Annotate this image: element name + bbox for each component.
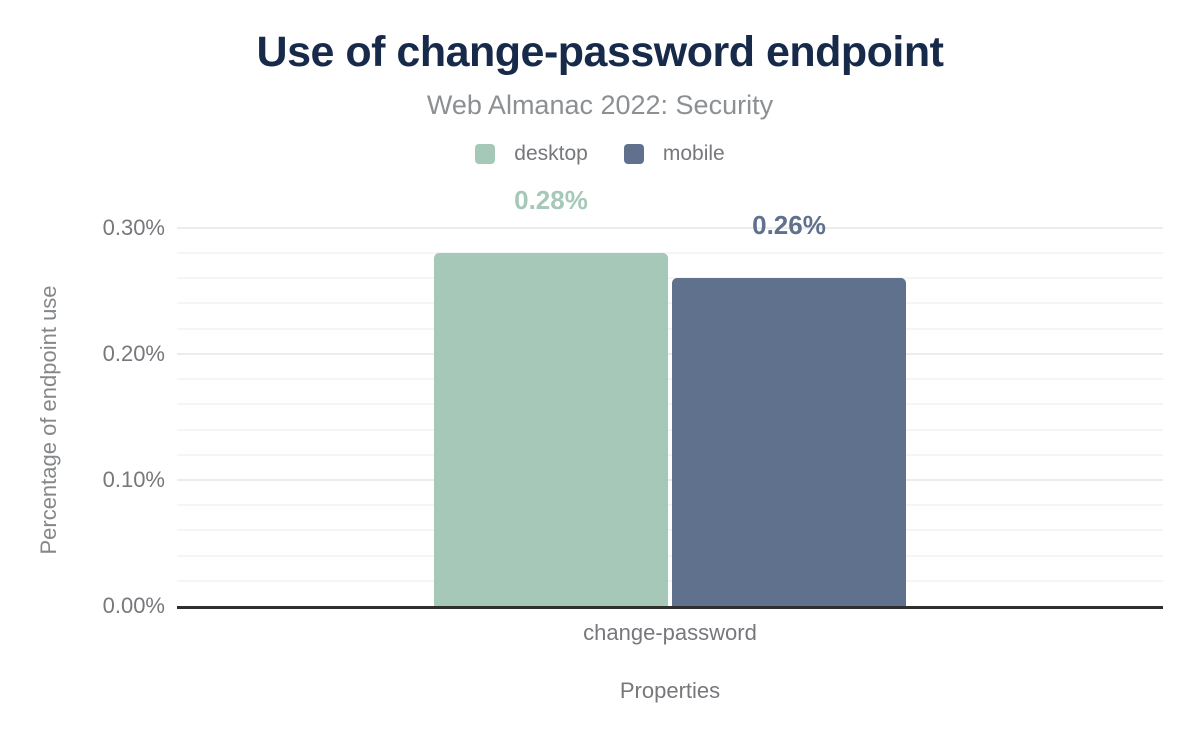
chart-title: Use of change-password endpoint xyxy=(256,28,944,76)
mobile-series-swatch-icon xyxy=(623,144,644,164)
bar-mobile[interactable] xyxy=(672,278,906,606)
minor-gridline xyxy=(177,529,1163,532)
legend-item-mobile[interactable]: mobile xyxy=(623,142,725,166)
major-gridline xyxy=(177,226,1163,229)
minor-gridline xyxy=(177,327,1163,330)
x-axis-title: Properties xyxy=(619,678,721,703)
y-axis-title: Percentage of endpoint use xyxy=(36,285,61,555)
legend: desktop mobile xyxy=(0,142,1200,166)
value-label-mobile: 0.26% xyxy=(752,210,826,240)
plot-area: 0.28% 0.26% xyxy=(177,185,1163,609)
x-axis-tick-label: change-password xyxy=(583,620,757,645)
y-tick-label: 0.20% xyxy=(102,340,165,366)
major-gridline xyxy=(177,352,1163,355)
minor-gridline xyxy=(177,302,1163,305)
bar-desktop[interactable] xyxy=(434,253,668,606)
minor-gridline xyxy=(177,428,1163,431)
legend-item-desktop[interactable]: desktop xyxy=(475,142,588,166)
legend-label-mobile: mobile xyxy=(662,142,725,165)
y-tick-label: 0.00% xyxy=(102,593,165,618)
minor-gridline xyxy=(177,403,1163,406)
minor-gridline xyxy=(177,453,1163,456)
minor-gridline xyxy=(177,378,1163,381)
value-label-desktop: 0.28% xyxy=(514,185,588,215)
minor-gridline xyxy=(177,252,1163,255)
desktop-series-swatch-icon xyxy=(475,144,496,164)
y-tick-label: 0.30% xyxy=(102,214,165,240)
minor-gridline xyxy=(177,579,1163,582)
x-axis-line xyxy=(177,606,1163,609)
legend-label-desktop: desktop xyxy=(514,142,588,165)
minor-gridline xyxy=(177,277,1163,280)
chart-subtitle: Web Almanac 2022: Security xyxy=(426,90,774,120)
y-tick-label: 0.10% xyxy=(102,466,165,492)
minor-gridline xyxy=(177,504,1163,507)
minor-gridline xyxy=(177,554,1163,557)
major-gridline xyxy=(177,478,1163,481)
